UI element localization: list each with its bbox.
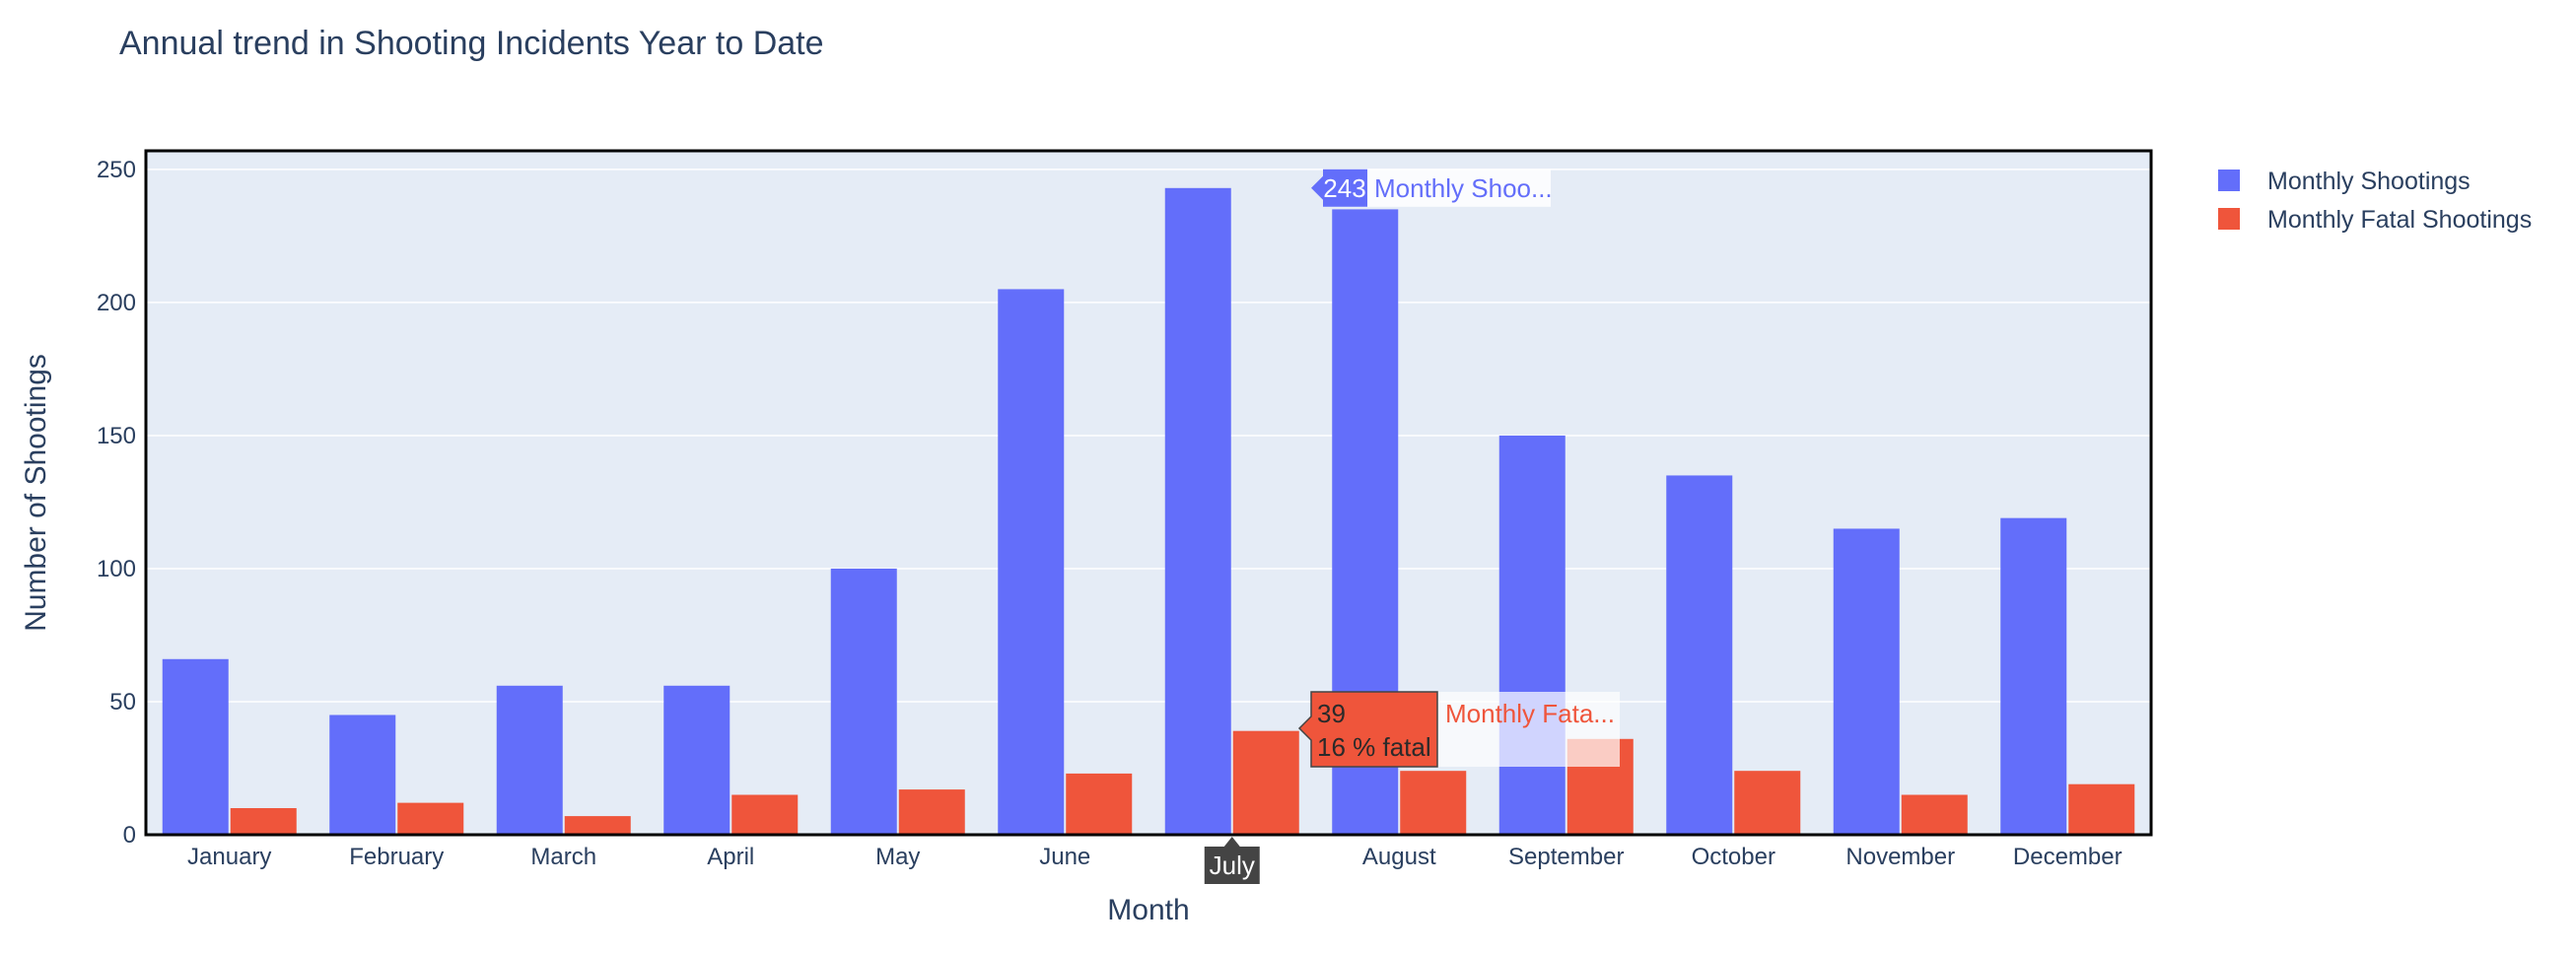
y-tick-label: 200	[97, 290, 136, 316]
x-tick-label: September	[1508, 844, 1624, 870]
x-hover-pointer	[1223, 837, 1240, 847]
x-tick-label: December	[2013, 844, 2123, 870]
bar-monthly-fatal-shootings[interactable]	[898, 789, 965, 835]
legend: Monthly Shootings Monthly Fatal Shootings	[2218, 168, 2532, 234]
plot-area[interactable]	[146, 151, 2151, 835]
bar-monthly-shootings[interactable]	[2000, 517, 2067, 835]
bar-monthly-shootings[interactable]	[1498, 435, 1566, 835]
bar-monthly-shootings[interactable]	[162, 658, 229, 835]
hover-total-value: 243	[1323, 173, 1365, 203]
chart-title: Annual trend in Shooting Incidents Year …	[119, 25, 824, 62]
x-axis-title: Month	[1107, 894, 1189, 926]
hover-tooltips: July 243 Monthly Shoo... 39 16 % fatal Monthl…	[1204, 169, 1620, 884]
legend-label[interactable]: Monthly Shootings	[2267, 168, 2471, 195]
bar-monthly-fatal-shootings[interactable]	[1066, 773, 1133, 835]
bar-monthly-fatal-shootings[interactable]	[1734, 771, 1801, 835]
x-tick-label: June	[1039, 844, 1090, 870]
bar-monthly-fatal-shootings[interactable]	[397, 802, 464, 835]
plot-border	[144, 149, 2153, 837]
bar-monthly-shootings[interactable]	[496, 685, 563, 835]
gridlines	[146, 169, 2151, 703]
x-tick-label: May	[875, 844, 920, 870]
bar-monthly-shootings[interactable]	[1164, 187, 1231, 836]
hover-total-trace-name: Monthly Shoo...	[1374, 173, 1553, 203]
y-axis-title: Number of Shootings	[20, 354, 52, 632]
bar-monthly-fatal-shootings[interactable]	[1400, 771, 1467, 835]
y-tick-label: 150	[97, 423, 136, 449]
x-tick-label: October	[1692, 844, 1775, 870]
hover-fatal-box	[1297, 691, 1438, 768]
bar-monthly-fatal-shootings[interactable]	[1232, 730, 1299, 835]
bar-monthly-fatal-shootings[interactable]	[1901, 794, 1968, 835]
legend-swatch[interactable]	[2218, 208, 2240, 230]
x-tick-label: March	[530, 844, 596, 870]
bar-monthly-shootings[interactable]	[998, 289, 1065, 835]
hover-fatal-percent: 16 % fatal	[1317, 732, 1431, 762]
y-tick-label: 0	[123, 822, 136, 849]
x-tick-label: January	[187, 844, 271, 870]
legend-label[interactable]: Monthly Fatal Shootings	[2267, 206, 2532, 234]
y-tick-label: 50	[109, 689, 136, 715]
y-tick-label: 100	[97, 556, 136, 582]
hover-fatal-name-bg	[1437, 692, 1620, 767]
x-hover-label-box	[1204, 847, 1260, 884]
bar-monthly-shootings[interactable]	[663, 685, 731, 835]
y-axis-ticks: 0 50 100 150 200 250	[97, 157, 136, 849]
bar-monthly-shootings[interactable]	[1666, 475, 1733, 835]
legend-swatch[interactable]	[2218, 170, 2240, 191]
bar-monthly-shootings[interactable]	[329, 715, 396, 835]
bar-monthly-fatal-shootings[interactable]	[564, 816, 631, 835]
x-tick-label: April	[707, 844, 754, 870]
x-tick-label: August	[1362, 844, 1436, 870]
hover-fatal-trace-name: Monthly Fata...	[1445, 699, 1615, 728]
bar-monthly-shootings[interactable]	[1833, 528, 1900, 835]
hover-fatal-value: 39	[1317, 699, 1346, 728]
bar-monthly-fatal-shootings[interactable]	[2068, 783, 2135, 835]
bar-monthly-shootings[interactable]	[830, 568, 897, 835]
bar-monthly-fatal-shootings[interactable]	[230, 807, 297, 835]
x-hover-label: July	[1210, 851, 1255, 880]
x-axis-ticks: JanuaryFebruaryMarchAprilMayJuneJulyAugu…	[187, 844, 2123, 870]
hover-total-box	[1311, 169, 1367, 207]
x-tick-label: February	[349, 844, 444, 870]
hover-total-name-bg	[1367, 169, 1551, 207]
y-tick-label: 250	[97, 157, 136, 183]
x-tick-label: November	[1845, 844, 1955, 870]
bar-monthly-fatal-shootings[interactable]	[731, 794, 799, 835]
